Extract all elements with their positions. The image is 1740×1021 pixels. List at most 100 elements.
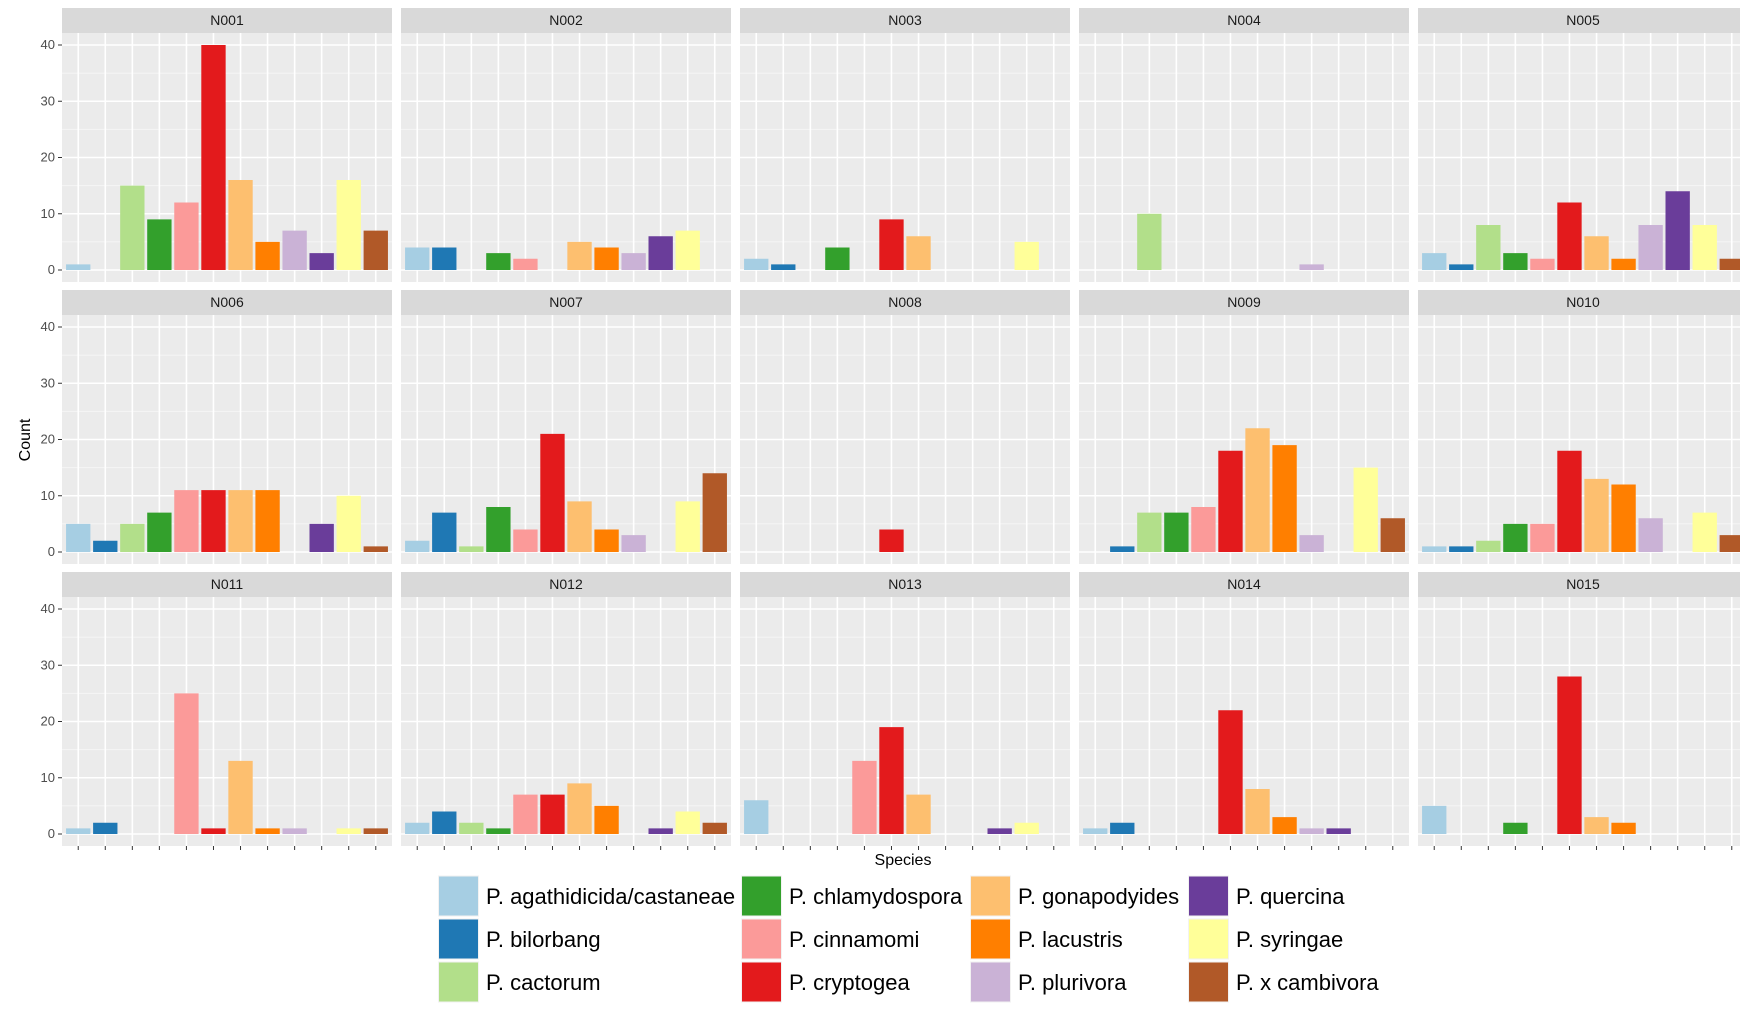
- facet-strip-label: N014: [1227, 576, 1261, 592]
- bar: [906, 794, 931, 834]
- bar: [363, 546, 388, 552]
- bar: [1638, 225, 1663, 270]
- bar: [228, 760, 253, 834]
- bar: [1503, 253, 1528, 270]
- bar: [1083, 828, 1108, 834]
- legend-label: P. bilorbang: [486, 927, 601, 952]
- bar: [1449, 546, 1474, 552]
- legend-label: P. x cambivora: [1236, 970, 1379, 995]
- legend-swatch: [971, 962, 1010, 1002]
- facet-strip: [740, 8, 1070, 33]
- y-tick-label: 20: [41, 432, 55, 447]
- bar: [174, 693, 199, 834]
- bar: [1110, 546, 1135, 552]
- bar: [1380, 518, 1405, 552]
- bar: [1218, 710, 1243, 834]
- bar: [228, 490, 253, 552]
- bar: [174, 202, 199, 270]
- facet-panel: N014: [1079, 572, 1409, 850]
- bar: [1611, 822, 1636, 834]
- facet-strip: [401, 290, 731, 315]
- facet-strip: [401, 8, 731, 33]
- bar: [1245, 428, 1270, 552]
- bar: [1014, 822, 1039, 834]
- bar: [1422, 805, 1447, 834]
- facet-panel: N010: [1418, 290, 1740, 564]
- facet-panels: N001 0 10 20 30 40 N002 N003 N004 N005 N006 0 10 20 30…: [41, 8, 1740, 850]
- legend-label: P. cryptogea: [789, 970, 910, 995]
- bar: [1272, 445, 1297, 552]
- y-tick-label: 10: [41, 206, 55, 221]
- bar: [405, 247, 430, 270]
- legend-item: P. lacustris: [970, 918, 1123, 960]
- bar: [1191, 507, 1216, 552]
- bar: [1326, 828, 1351, 834]
- facet-strip: [740, 572, 1070, 597]
- bar: [120, 185, 145, 270]
- bar: [201, 828, 226, 834]
- bar: [594, 805, 619, 834]
- facet-panel: N006 0 10 20 30 40: [41, 290, 392, 564]
- bar: [1665, 191, 1690, 270]
- bar: [702, 473, 727, 552]
- facet-panel: N003: [740, 8, 1070, 282]
- bar: [906, 236, 931, 270]
- bar: [147, 219, 172, 270]
- bar: [66, 523, 91, 552]
- bar: [1299, 828, 1324, 834]
- bar: [486, 253, 511, 270]
- facet-strip-label: N011: [211, 576, 244, 592]
- legend-swatch: [1189, 962, 1228, 1002]
- facet-panel: N011 0 10 20 30 40: [41, 572, 392, 850]
- bar: [1245, 789, 1270, 834]
- facet-strip-label: N002: [549, 12, 583, 28]
- bar: [336, 828, 361, 834]
- facet-strip-label: N006: [210, 294, 244, 310]
- facet-strip: [1079, 290, 1409, 315]
- y-tick-label: 30: [41, 657, 55, 672]
- legend-swatch: [1189, 876, 1228, 916]
- bar: [405, 540, 430, 552]
- bar: [540, 794, 565, 834]
- bar: [1218, 450, 1243, 552]
- facet-strip: [62, 8, 392, 33]
- bar: [594, 529, 619, 552]
- bar: [567, 501, 592, 552]
- bar: [459, 822, 484, 834]
- legend-label: P. syringae: [1236, 927, 1343, 952]
- facet-panel: N002: [401, 8, 731, 282]
- bar: [1638, 518, 1663, 552]
- bar: [1530, 523, 1555, 552]
- legend-label: P. agathidicida/castaneae: [486, 884, 735, 909]
- y-tick-label: 30: [41, 375, 55, 390]
- bar: [432, 811, 457, 834]
- bar: [486, 507, 511, 552]
- legend-item: P. x cambivora: [1188, 961, 1379, 1003]
- bar: [1272, 817, 1297, 834]
- legend-swatch: [1189, 919, 1228, 959]
- x-axis-title: Species: [875, 852, 932, 869]
- facet-strip: [1418, 290, 1740, 315]
- bar: [621, 253, 646, 270]
- legend-swatch: [439, 962, 478, 1002]
- facet-strip-label: N010: [1566, 294, 1600, 310]
- bar: [93, 822, 118, 834]
- facet-panel: N009: [1079, 290, 1409, 564]
- facet-strip: [1079, 572, 1409, 597]
- legend-label: P. gonapodyides: [1018, 884, 1179, 909]
- facet-strip: [401, 572, 731, 597]
- bar: [459, 546, 484, 552]
- bar: [702, 822, 727, 834]
- facet-panel: N004: [1079, 8, 1409, 282]
- facet-panel: N001 0 10 20 30 40: [41, 8, 392, 282]
- bar: [1110, 822, 1135, 834]
- facet-strip: [1418, 8, 1740, 33]
- y-axis-title: Count: [17, 418, 34, 461]
- legend-label: P. quercina: [1236, 884, 1345, 909]
- bar: [675, 811, 700, 834]
- bar: [282, 230, 307, 270]
- legend-label: P. lacustris: [1018, 927, 1123, 952]
- bar: [1299, 264, 1324, 270]
- bar: [675, 230, 700, 270]
